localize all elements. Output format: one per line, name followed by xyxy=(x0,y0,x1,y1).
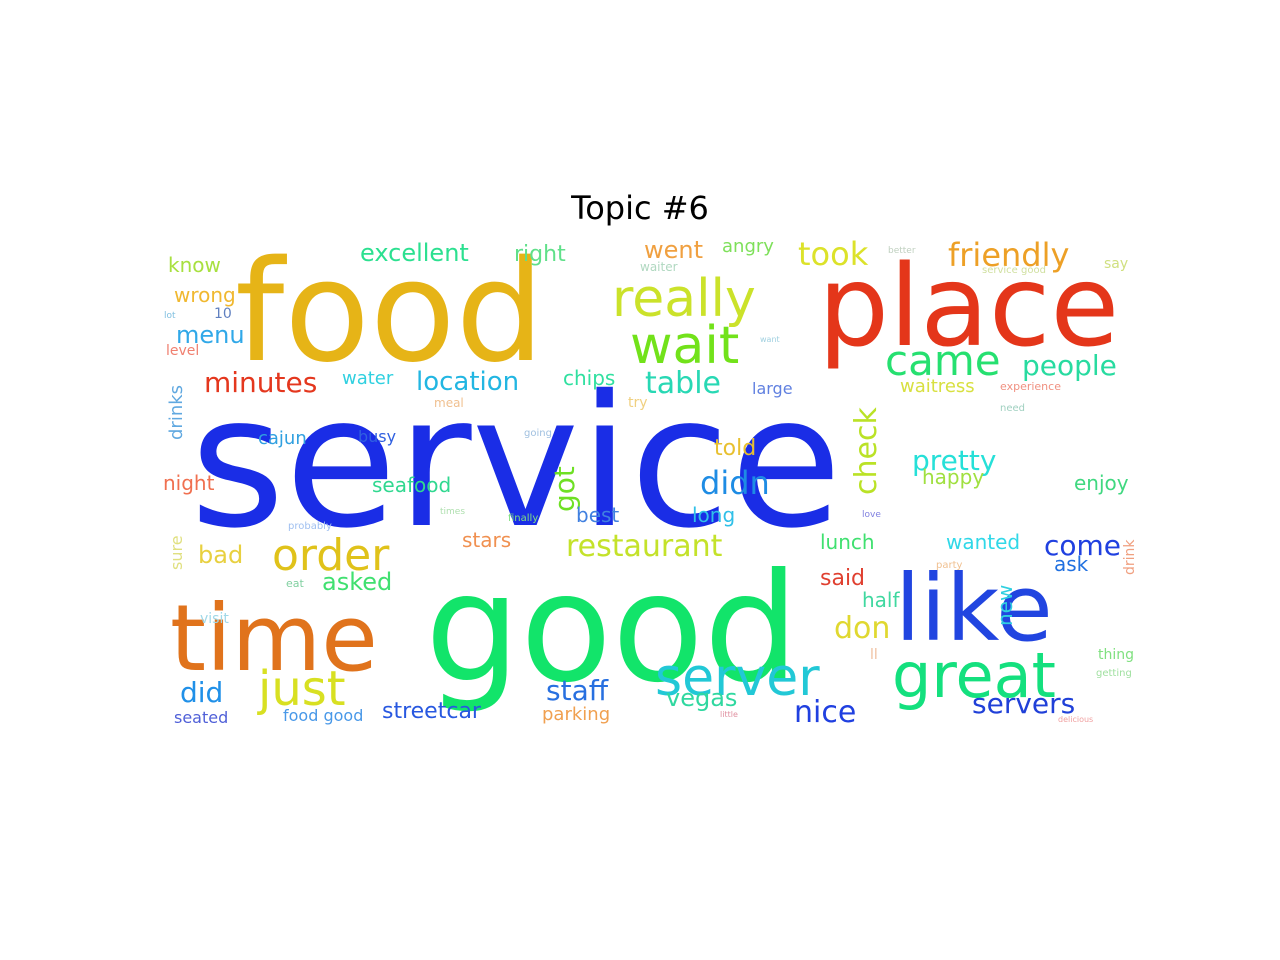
word-visit: visit xyxy=(200,611,229,627)
word-probably: probably xyxy=(288,521,332,532)
word-want: want xyxy=(760,335,780,344)
word-food-good: food good xyxy=(283,706,363,725)
word-enjoy: enjoy xyxy=(1074,471,1129,495)
word-night: night xyxy=(163,471,215,495)
word-happy: happy xyxy=(922,465,984,489)
word-going: going xyxy=(524,428,552,439)
word-did: did xyxy=(180,676,223,709)
word-just: just xyxy=(257,661,346,717)
word-drink: drink xyxy=(1122,539,1138,575)
word-time: time xyxy=(170,585,378,692)
word-finally: finally xyxy=(508,513,538,524)
word-chips: chips xyxy=(563,366,615,390)
word-said: said xyxy=(820,566,865,591)
word-come: come xyxy=(1044,529,1121,562)
word-waitress: waitress xyxy=(900,376,975,397)
word-lunch: lunch xyxy=(820,530,875,554)
word-check: check xyxy=(849,407,884,495)
word-really: really xyxy=(612,269,756,329)
word-seafood: seafood xyxy=(372,473,451,497)
word-thing: thing xyxy=(1098,647,1134,663)
word-pretty: pretty xyxy=(912,444,996,477)
word-menu: menu xyxy=(176,321,245,349)
word-great: great xyxy=(892,639,1056,712)
word-nice: nice xyxy=(794,695,856,730)
word-need: need xyxy=(1000,403,1025,414)
word-half: half xyxy=(862,588,900,612)
word-sure: sure xyxy=(167,535,186,570)
word-lot: lot xyxy=(164,311,176,321)
word-better: better xyxy=(888,246,916,256)
word-getting: getting xyxy=(1096,668,1132,679)
word-angry: angry xyxy=(722,236,774,257)
word-little: little xyxy=(720,710,738,719)
word-place: place xyxy=(818,242,1119,372)
word-vegas: vegas xyxy=(666,684,737,712)
word-love: love xyxy=(862,510,881,520)
word-water: water xyxy=(342,368,394,389)
word-wanted: wanted xyxy=(946,530,1020,554)
word-seated: seated xyxy=(174,708,228,727)
word-stars: stars xyxy=(462,528,511,552)
word-ask: ask xyxy=(1054,552,1089,576)
word-table: table xyxy=(645,366,721,401)
word-eat: eat xyxy=(286,577,305,590)
word-delicious: delicious xyxy=(1058,715,1093,724)
word-server: server xyxy=(655,648,820,708)
word-wait: wait xyxy=(630,316,739,376)
word-good: good xyxy=(425,542,799,716)
word-know: know xyxy=(168,253,221,277)
word-parking: parking xyxy=(542,704,610,725)
word-don: don xyxy=(834,611,890,646)
word-staff: staff xyxy=(546,674,609,707)
word-order: order xyxy=(272,530,390,581)
word-like: like xyxy=(895,555,1053,662)
word-servers: servers xyxy=(972,687,1075,720)
word-cajun: cajun xyxy=(258,428,307,449)
word-10: 10 xyxy=(214,306,232,322)
word-experience: experience xyxy=(1000,380,1061,393)
word-minutes: minutes xyxy=(204,366,317,399)
word-ll: ll xyxy=(870,647,878,663)
word-restaurant: restaurant xyxy=(566,529,723,564)
word-right: right xyxy=(514,242,566,267)
word-friendly: friendly xyxy=(948,236,1069,274)
word-wrong: wrong xyxy=(174,283,236,307)
word-excellent: excellent xyxy=(360,239,469,267)
word-say: say xyxy=(1104,256,1128,272)
word-came: came xyxy=(885,336,1001,385)
word-new: new xyxy=(993,585,1017,626)
word-service-good: service good xyxy=(982,265,1046,276)
word-party: party xyxy=(936,560,963,571)
word-try: try xyxy=(628,395,648,411)
word-large: large xyxy=(752,379,793,398)
word-times: times xyxy=(440,507,465,517)
word-long: long xyxy=(692,503,735,527)
word-waiter: waiter xyxy=(640,260,678,274)
word-didn: didn xyxy=(700,464,770,502)
word-told: told xyxy=(714,436,756,461)
word-got: got xyxy=(548,466,581,512)
word-best: best xyxy=(576,503,619,527)
word-went: went xyxy=(644,236,703,264)
word-asked: asked xyxy=(322,568,392,596)
word-meal: meal xyxy=(434,396,464,410)
word-drinks: drinks xyxy=(166,385,187,440)
word-location: location xyxy=(416,367,519,397)
word-took: took xyxy=(798,235,869,273)
word-level: level xyxy=(166,343,199,359)
word-streetcar: streetcar xyxy=(382,699,482,724)
word-food: food xyxy=(235,231,544,394)
word-busy: busy xyxy=(358,427,396,446)
word-people: people xyxy=(1022,349,1117,382)
chart-title: Topic #6 xyxy=(571,189,709,227)
word-service: service xyxy=(190,356,842,568)
word-bad: bad xyxy=(198,541,243,569)
